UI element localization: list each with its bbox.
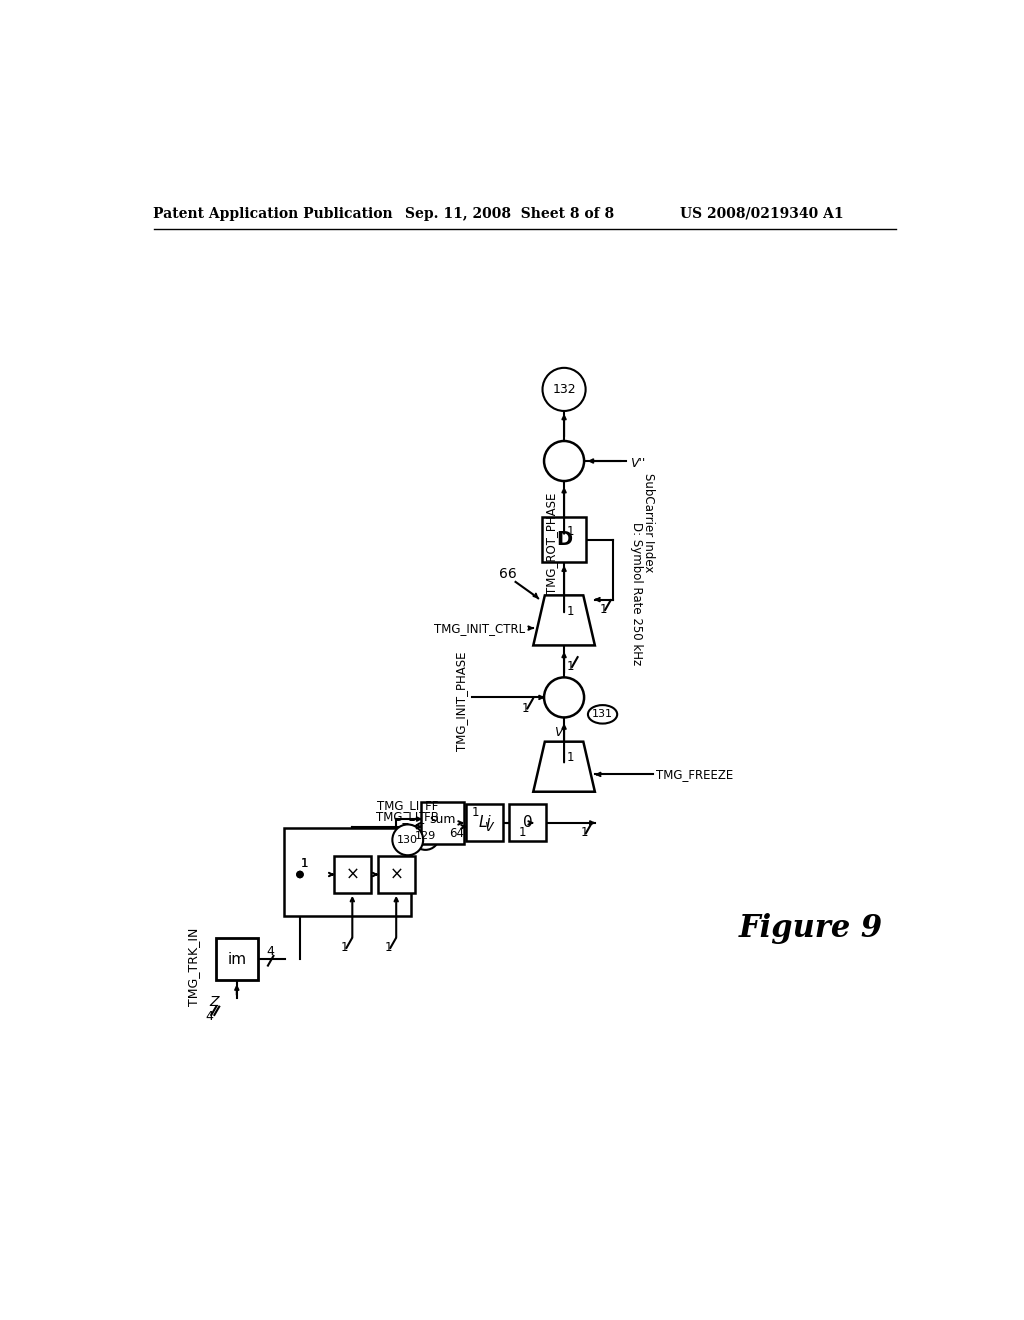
Text: 1: 1 <box>566 605 574 618</box>
Text: 0: 0 <box>523 816 532 830</box>
Text: TMG_TRK_IN: TMG_TRK_IN <box>187 928 201 1006</box>
Text: D: Symbol Rate 250 kHz: D: Symbol Rate 250 kHz <box>630 521 643 665</box>
Circle shape <box>543 368 586 411</box>
Text: 132: 132 <box>552 383 575 396</box>
Bar <box>466 804 503 841</box>
Text: D: D <box>556 531 572 549</box>
Text: 1: 1 <box>522 702 529 714</box>
Text: 4: 4 <box>267 945 274 958</box>
Text: TMG_FREEZE: TMG_FREEZE <box>656 768 734 781</box>
Text: 1: 1 <box>301 857 308 870</box>
Text: 1: 1 <box>472 807 479 820</box>
Text: 1: 1 <box>566 751 574 764</box>
Text: Patent Application Publication: Patent Application Publication <box>154 207 393 220</box>
Text: US 2008/0219340 A1: US 2008/0219340 A1 <box>680 207 844 220</box>
Text: 1: 1 <box>581 825 588 838</box>
Text: TMG_INIT_CTRL: TMG_INIT_CTRL <box>434 622 525 635</box>
Bar <box>378 857 415 892</box>
Text: Li: Li <box>478 816 492 830</box>
Text: ×: × <box>389 866 403 883</box>
Text: im: im <box>227 952 247 966</box>
Text: TMG_LI_FF: TMG_LI_FF <box>377 800 438 813</box>
Ellipse shape <box>588 705 617 723</box>
Circle shape <box>544 677 584 718</box>
Text: 1: 1 <box>341 941 348 954</box>
Text: 1: 1 <box>566 524 574 537</box>
Text: sum: sum <box>429 813 456 825</box>
Bar <box>334 857 371 892</box>
Circle shape <box>297 871 303 878</box>
Text: TMG_LI_FB: TMG_LI_FB <box>376 810 438 824</box>
Text: SubCarrier Index: SubCarrier Index <box>642 473 655 573</box>
Text: 1: 1 <box>600 603 607 616</box>
Circle shape <box>544 441 584 480</box>
Text: TMG_INIT_PHASE: TMG_INIT_PHASE <box>455 652 468 751</box>
Text: 4: 4 <box>205 1010 213 1023</box>
Text: 131: 131 <box>592 709 613 719</box>
Text: V': V' <box>554 726 566 739</box>
Bar <box>216 939 258 981</box>
Circle shape <box>392 825 423 855</box>
Bar <box>542 517 587 562</box>
Text: 64: 64 <box>449 828 464 841</box>
Bar <box>509 804 547 841</box>
Text: TMG_ROT_PHASE: TMG_ROT_PHASE <box>545 492 558 594</box>
Text: ×: × <box>345 866 359 883</box>
Text: V'': V'' <box>630 457 645 470</box>
Bar <box>421 801 464 843</box>
Text: Z: Z <box>209 994 218 1008</box>
Circle shape <box>412 822 439 850</box>
Polygon shape <box>534 595 595 645</box>
Text: 1: 1 <box>519 825 526 838</box>
Text: 1: 1 <box>301 857 308 870</box>
Text: V: V <box>483 821 493 834</box>
Polygon shape <box>534 742 595 792</box>
Text: Figure 9: Figure 9 <box>739 913 883 944</box>
Circle shape <box>297 871 303 878</box>
Text: 66: 66 <box>499 568 517 581</box>
Text: 1: 1 <box>566 660 574 673</box>
Text: Sep. 11, 2008  Sheet 8 of 8: Sep. 11, 2008 Sheet 8 of 8 <box>404 207 614 220</box>
Text: 130: 130 <box>397 834 418 845</box>
Text: 1: 1 <box>385 941 392 954</box>
Text: 129: 129 <box>415 832 436 841</box>
Bar <box>285 828 412 916</box>
